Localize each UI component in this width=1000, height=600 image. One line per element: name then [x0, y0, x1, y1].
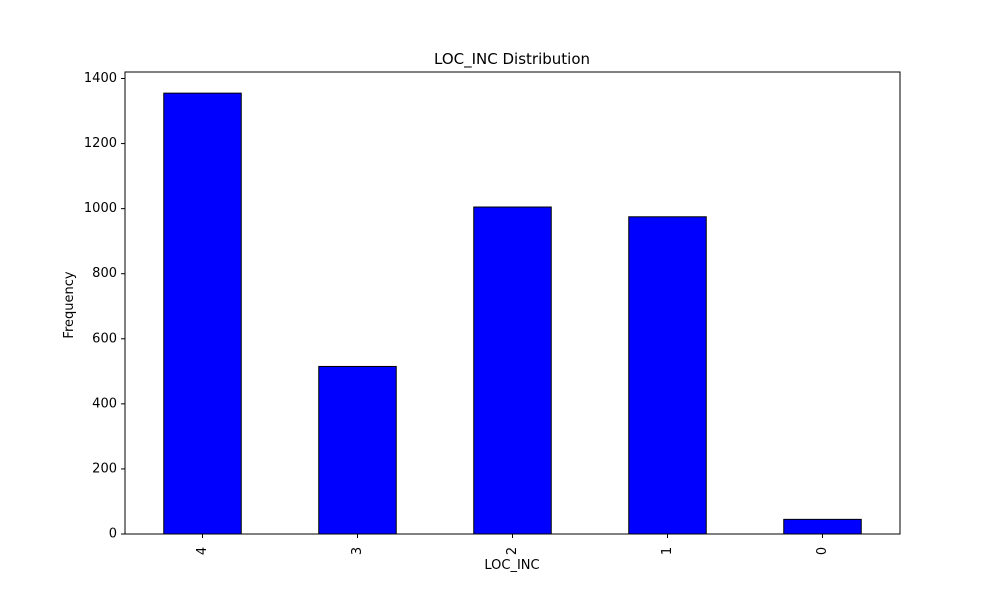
- y-tick-label: 400: [92, 396, 117, 411]
- x-tick-label: 1: [660, 547, 675, 555]
- x-tick-label: 2: [505, 547, 520, 555]
- bars-group: [163, 92, 862, 535]
- plot-frame: [124, 71, 901, 535]
- plot-area: 0 200 400 600 800 1000 1200 1400 4 3 2 1 0: [84, 71, 901, 555]
- bar-1: [628, 216, 707, 535]
- y-tick-label: 1200: [84, 136, 117, 151]
- y-tick-label: 1000: [84, 201, 117, 216]
- bar-0: [783, 518, 862, 535]
- y-tick-label: 800: [92, 266, 117, 281]
- y-tick-label: 0: [109, 527, 117, 542]
- y-tick-label: 200: [92, 461, 117, 476]
- x-tick-label: 3: [350, 547, 365, 555]
- bar-2: [473, 206, 552, 535]
- y-axis-label: Frequency: [62, 271, 77, 338]
- bar-3: [318, 365, 397, 535]
- y-tick-label: 1400: [84, 71, 117, 86]
- x-tick-label: 4: [195, 547, 210, 555]
- y-axis-ticks: 0 200 400 600 800 1000 1200 1400: [84, 71, 125, 542]
- y-tick-label: 600: [92, 331, 117, 346]
- x-axis-ticks: 4 3 2 1 0: [195, 534, 830, 555]
- x-axis-label: LOC_INC: [484, 558, 539, 573]
- chart-title: LOC_INC Distribution: [434, 50, 590, 69]
- x-tick-label: 0: [815, 547, 830, 555]
- bar-4: [163, 92, 242, 535]
